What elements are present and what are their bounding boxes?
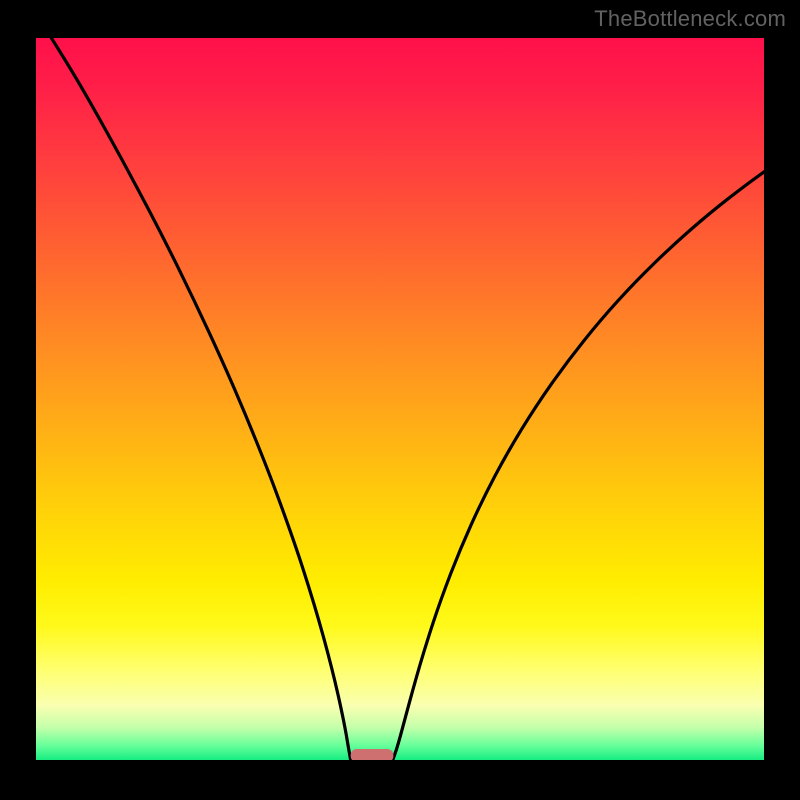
bottleneck-chart	[0, 0, 800, 800]
watermark-text: TheBottleneck.com	[594, 6, 786, 32]
chart-container: TheBottleneck.com	[0, 0, 800, 800]
